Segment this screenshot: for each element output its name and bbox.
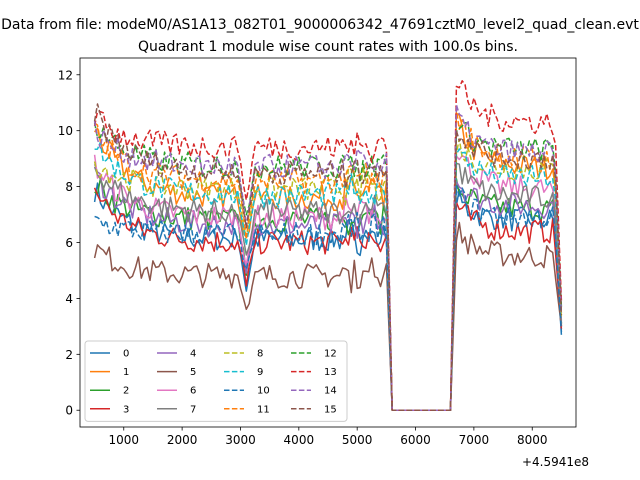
x-tick-label: 7000 [459, 433, 490, 447]
series-line-10 [94, 184, 563, 411]
series-line-14 [93, 104, 563, 411]
y-tick-label: 6 [65, 236, 73, 250]
legend-label-15: 15 [324, 404, 337, 415]
plot-area: 1000 2000 3000 4000 5000 6000 7000 800002468101… [58, 57, 577, 447]
y-tick-label: 4 [65, 292, 73, 306]
series-line-15 [93, 103, 563, 411]
legend-label-8: 8 [257, 349, 263, 360]
x-tick-label: 6000 [400, 433, 431, 447]
series-line-6 [93, 154, 563, 411]
chart-title: Quadrant 1 module wise count rates with … [138, 39, 518, 55]
series-line-9 [94, 141, 563, 411]
legend-box [84, 340, 348, 422]
x-tick-label: 5000 [342, 433, 373, 447]
series-line-7 [93, 162, 563, 411]
legend-label-13: 13 [324, 367, 337, 378]
y-tick-label: 2 [65, 348, 73, 362]
series-line-0 [93, 182, 563, 411]
series-line-3 [93, 187, 563, 411]
legend-label-6: 6 [190, 386, 196, 397]
y-tick-label: 12 [58, 68, 73, 82]
x-tick-label: 3000 [225, 433, 256, 447]
legend-label-2: 2 [123, 386, 129, 397]
series-line-8 [93, 138, 563, 411]
y-tick-label: 10 [58, 124, 73, 138]
y-tick-label: 0 [65, 404, 73, 418]
legend-label-10: 10 [257, 386, 270, 397]
series-line-5 [93, 221, 563, 411]
legend-label-3: 3 [123, 404, 129, 415]
legend-label-5: 5 [190, 367, 196, 378]
legend-label-9: 9 [257, 367, 263, 378]
legend-label-0: 0 [123, 349, 129, 360]
figure-suptitle: Data from file: modeM0/AS1A13_082T01_900… [1, 17, 639, 33]
x-tick-label: 8000 [517, 433, 548, 447]
legend-label-11: 11 [257, 404, 270, 415]
series-line-12 [93, 121, 563, 411]
legend-label-7: 7 [190, 404, 196, 415]
y-tick-label: 8 [65, 180, 73, 194]
legend-label-12: 12 [324, 349, 337, 360]
legend-label-4: 4 [190, 349, 196, 360]
series-line-13 [93, 80, 563, 411]
legend-label-1: 1 [123, 367, 129, 378]
x-offset-label: +4.5941e8 [522, 455, 589, 469]
x-tick-label: 2000 [167, 433, 198, 447]
legend-label-14: 14 [324, 386, 337, 397]
x-tick-label: 4000 [284, 433, 315, 447]
x-tick-label: 1000 [108, 433, 139, 447]
